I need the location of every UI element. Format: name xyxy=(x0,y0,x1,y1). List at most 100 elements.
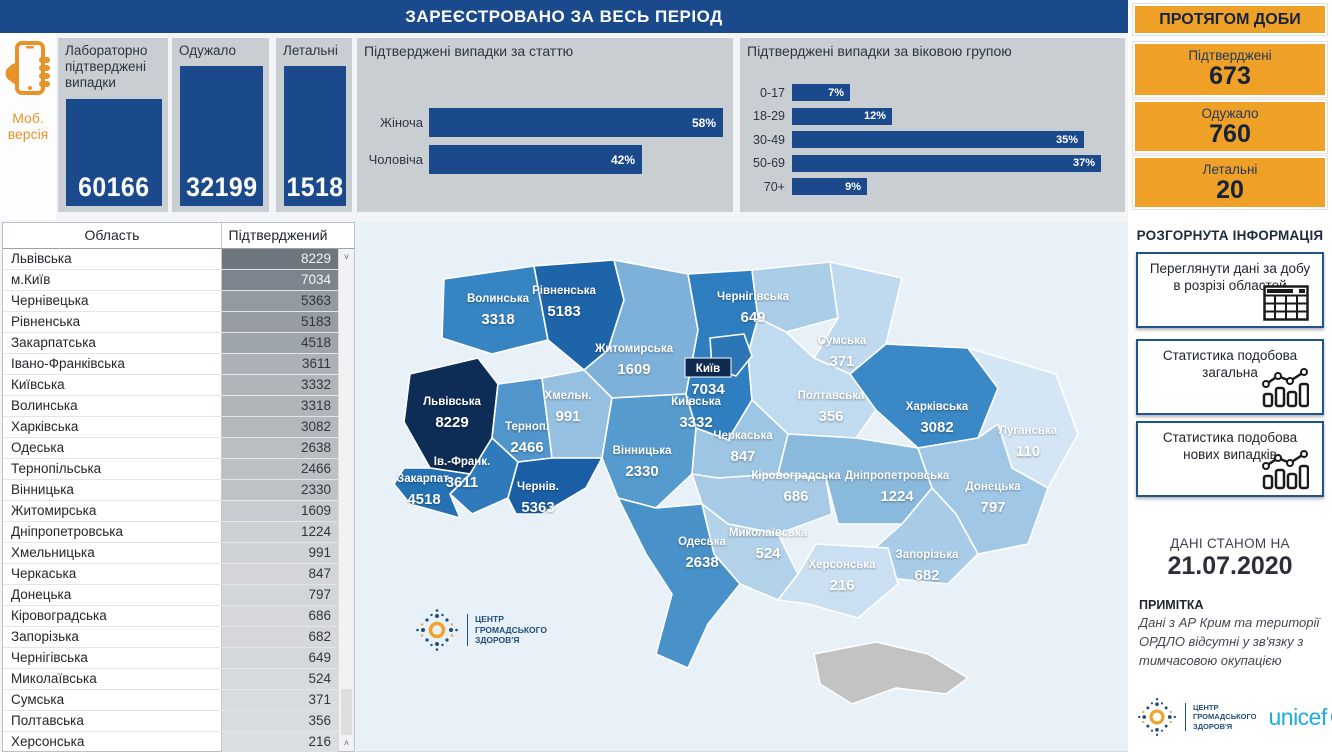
map-region-kherson[interactable] xyxy=(777,543,899,619)
age-bar-value: 35% xyxy=(1055,133,1078,146)
table-row[interactable]: Одеська 2638 xyxy=(3,438,338,459)
daily-card-confirmed[interactable]: Підтверджені 673 xyxy=(1132,41,1328,98)
table-row[interactable]: Волинська 3318 xyxy=(3,396,338,417)
map-region-label: Донецька xyxy=(966,481,1022,493)
map-region-poltava[interactable] xyxy=(747,317,877,439)
map-region-label: Закарпат. xyxy=(397,473,451,485)
table-row[interactable]: Дніпропетровська 1224 xyxy=(3,522,338,543)
map-region-odesa[interactable] xyxy=(617,497,741,669)
confirmed-value-cell: 649 xyxy=(222,648,338,668)
map-region-value: 371 xyxy=(829,353,854,370)
map-region-label: Ів.-Франк. xyxy=(434,456,490,468)
map-region-value: 8229 xyxy=(435,414,468,431)
region-name-cell: Херсонська xyxy=(3,732,222,752)
map-region-volyn[interactable] xyxy=(441,265,549,355)
age-bar[interactable]: 37% xyxy=(792,154,1101,172)
confirmed-value-cell: 991 xyxy=(222,543,338,563)
table-row[interactable]: Сумська 371 xyxy=(3,690,338,711)
table-row[interactable]: Вінницька 2330 xyxy=(3,480,338,501)
region-name-cell: Харківська xyxy=(3,417,222,437)
table-row[interactable]: Житомирська 1609 xyxy=(3,501,338,522)
map-region-value: 1609 xyxy=(617,361,650,378)
table-row[interactable]: Львівська 8229 xyxy=(3,249,338,270)
map-region-label: Сумська xyxy=(818,335,867,347)
table-row[interactable]: м.Київ 7034 xyxy=(3,270,338,291)
stat-card-confirmed-total: Лабораторно підтверджені випадки 60166 xyxy=(58,38,168,212)
mobile-version-link[interactable]: Моб. версія xyxy=(0,33,56,220)
table-row[interactable]: Рівненська 5183 xyxy=(3,312,338,333)
confirmed-value-cell: 524 xyxy=(222,669,338,689)
unicef-logo: unicef xyxy=(1268,704,1332,731)
age-bar[interactable]: 12% xyxy=(792,107,892,125)
gender-bar-row: Чоловіча 42% xyxy=(363,145,642,174)
map-region-value: 216 xyxy=(829,577,854,594)
age-bar[interactable]: 7% xyxy=(792,84,850,101)
gender-category-label: Чоловіча xyxy=(368,152,423,167)
age-bar[interactable]: 9% xyxy=(792,178,867,195)
column-header-region[interactable]: Область xyxy=(3,223,222,248)
ukraine-map: Волинська 3318 Рівненська 5183 Житомирська 16… xyxy=(356,222,1128,752)
table-row[interactable]: Черкаська 847 xyxy=(3,564,338,585)
table-row[interactable]: Донецька 797 xyxy=(3,585,338,606)
map-region-label: Кіровоградська xyxy=(751,470,841,482)
gender-bar-value: 58% xyxy=(691,115,716,130)
table-row[interactable]: Чернівецька 5363 xyxy=(3,291,338,312)
region-name-cell: Закарпатська xyxy=(3,333,222,353)
table-row[interactable]: Харківська 3082 xyxy=(3,417,338,438)
header-bar: ЗАРЕЄСТРОВАНО ЗА ВЕСЬ ПЕРІОД xyxy=(0,0,1128,33)
scrollbar-thumb[interactable] xyxy=(341,689,352,735)
map-region-label: Хмельн. xyxy=(544,390,591,402)
table-scrollbar[interactable]: ˅ ˄ xyxy=(338,249,354,751)
map-region-label: Харківська xyxy=(906,401,969,413)
map-region-label: Черкаська xyxy=(713,430,773,442)
note-heading: ПРИМІТКА xyxy=(1139,598,1204,612)
button-daily-stats-new[interactable]: Статистика подобова нових випадків xyxy=(1136,421,1324,497)
confirmed-value-cell: 797 xyxy=(222,585,338,605)
scroll-down-icon[interactable]: ˄ xyxy=(343,738,350,748)
table-row[interactable]: Запорізька 682 xyxy=(3,627,338,648)
map-region-label: Херсонська xyxy=(808,559,876,571)
map-region-value: 5363 xyxy=(521,499,554,516)
table-row[interactable]: Київська 3332 xyxy=(3,375,338,396)
table-row[interactable]: Чернігівська 649 xyxy=(3,648,338,669)
map-region-value: 524 xyxy=(755,545,781,562)
table-row[interactable]: Полтавська 356 xyxy=(3,711,338,732)
button-daily-by-region[interactable]: Переглянути дані за добу в розрізі облас… xyxy=(1136,252,1324,328)
gender-bar[interactable]: 58% xyxy=(429,108,723,137)
daily-card-recovered[interactable]: Одужало 760 xyxy=(1132,99,1328,154)
table-row[interactable]: Кіровоградська 686 xyxy=(3,606,338,627)
stat-card-value-box[interactable]: 60166 xyxy=(66,99,162,206)
table-row[interactable]: Тернопільська 2466 xyxy=(3,459,338,480)
age-bar-row: 50-69 37% xyxy=(746,154,1101,172)
phc-sunburst-icon xyxy=(1138,698,1176,736)
map-region-value: 649 xyxy=(740,309,765,326)
gender-bar-row: Жіноча 58% xyxy=(363,108,723,137)
table-row[interactable]: Івано-Франківська 3611 xyxy=(3,354,338,375)
region-table-header: Область Підтверджений xyxy=(3,223,354,249)
map-region-chernihiv[interactable] xyxy=(751,261,839,333)
button-daily-stats-total[interactable]: Статистика подобова загальна xyxy=(1136,339,1324,415)
table-row[interactable]: Хмельницька 991 xyxy=(3,543,338,564)
region-name-cell: Дніпропетровська xyxy=(3,522,222,542)
page-title: ЗАРЕЄСТРОВАНО ЗА ВЕСЬ ПЕРІОД xyxy=(405,6,723,26)
map-region-chernivtsi[interactable] xyxy=(507,457,603,515)
confirmed-value-cell: 8229 xyxy=(222,249,338,269)
gender-bar[interactable]: 42% xyxy=(429,145,642,174)
stat-card-value: 60166 xyxy=(78,172,150,202)
table-row[interactable]: Миколаївська 524 xyxy=(3,669,338,690)
stat-card-value-box[interactable]: 1518 xyxy=(284,66,346,206)
map-region-value: 5183 xyxy=(547,303,580,320)
map-region-vinnytsia[interactable] xyxy=(601,393,697,509)
scroll-up-icon[interactable]: ˅ xyxy=(343,252,350,262)
stat-card-value-box[interactable]: 32199 xyxy=(180,66,263,206)
region-name-cell: Сумська xyxy=(3,690,222,710)
age-bar-value: 9% xyxy=(845,180,861,193)
age-category-label: 50-69 xyxy=(753,156,785,170)
daily-card-deaths[interactable]: Летальні 20 xyxy=(1132,155,1328,210)
table-row[interactable]: Закарпатська 4518 xyxy=(3,333,338,354)
map-region-zakarpattia[interactable] xyxy=(393,467,471,519)
column-header-confirmed[interactable]: Підтверджений xyxy=(228,227,328,243)
age-bar[interactable]: 35% xyxy=(792,131,1084,148)
table-row[interactable]: Херсонська 216 xyxy=(3,732,338,752)
